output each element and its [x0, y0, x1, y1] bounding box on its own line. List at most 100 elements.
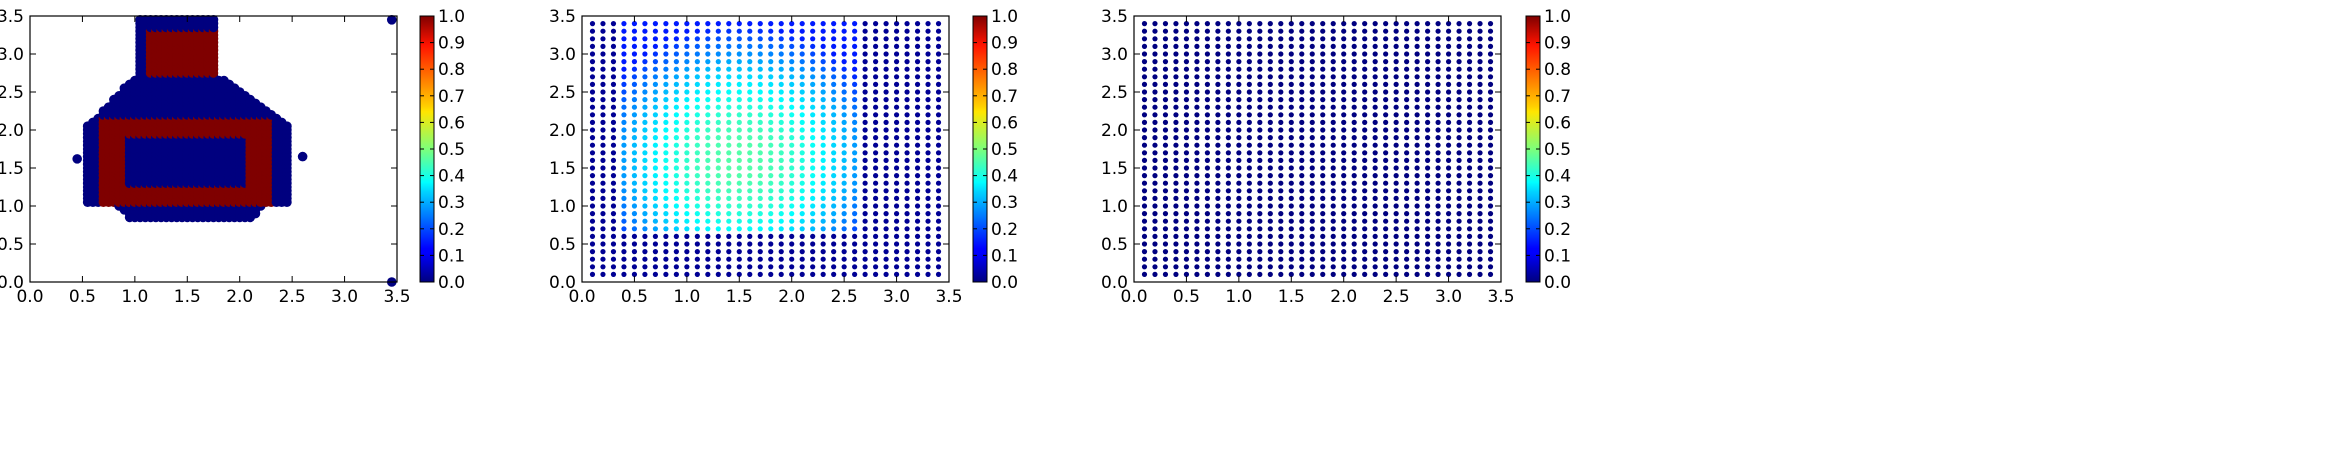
data-point	[1456, 112, 1462, 118]
data-point	[904, 173, 910, 179]
data-point	[747, 173, 753, 179]
data-point	[1162, 142, 1169, 148]
data-point	[1487, 66, 1494, 72]
data-point	[1204, 271, 1210, 277]
data-point	[600, 203, 606, 209]
data-point	[726, 264, 732, 270]
data-point	[914, 66, 921, 72]
data-point	[1215, 271, 1221, 277]
data-point	[1456, 157, 1462, 163]
data-point	[757, 218, 763, 224]
data-point	[747, 188, 753, 194]
data-point	[893, 104, 900, 110]
data-point	[925, 195, 931, 201]
data-point	[1246, 226, 1252, 232]
data-point	[914, 28, 921, 34]
data-point	[747, 51, 753, 57]
data-point	[1341, 203, 1347, 209]
data-point	[1194, 135, 1200, 141]
data-point	[883, 195, 889, 201]
data-point	[1309, 256, 1315, 262]
data-point	[831, 135, 837, 141]
data-point	[610, 157, 617, 163]
data-point	[799, 142, 805, 148]
data-point	[1445, 195, 1452, 201]
data-point	[914, 36, 921, 42]
data-point	[925, 233, 931, 239]
data-point	[1445, 97, 1452, 103]
data-point	[1215, 89, 1221, 95]
data-point	[841, 195, 847, 201]
data-point	[1204, 97, 1210, 103]
data-point	[789, 112, 795, 118]
data-point	[1435, 218, 1441, 224]
data-point	[1330, 135, 1336, 141]
data-point	[663, 28, 669, 34]
data-point	[1320, 233, 1326, 239]
data-point	[1477, 180, 1483, 186]
data-point	[1362, 264, 1368, 270]
data-point	[799, 173, 805, 179]
data-point	[1204, 59, 1210, 65]
data-point	[1299, 264, 1305, 270]
data-point	[1236, 135, 1242, 141]
data-point	[1341, 218, 1347, 224]
data-point	[610, 81, 617, 87]
data-point	[925, 150, 931, 156]
data-point	[1173, 135, 1179, 141]
data-point	[1183, 195, 1190, 201]
data-point	[914, 271, 921, 277]
data-point	[768, 28, 774, 34]
data-point	[1267, 157, 1273, 163]
data-point	[873, 97, 879, 103]
data-point	[726, 173, 732, 179]
data-point	[1341, 188, 1347, 194]
data-point	[1173, 226, 1179, 232]
data-point	[883, 241, 889, 247]
data-point	[610, 135, 617, 141]
data-point	[736, 66, 742, 72]
data-point	[1204, 21, 1210, 27]
data-point	[726, 233, 732, 239]
data-point	[736, 226, 742, 232]
data-point	[1288, 104, 1294, 110]
data-point	[1267, 264, 1273, 270]
data-point	[684, 249, 690, 255]
data-point	[631, 218, 638, 224]
data-point	[663, 218, 669, 224]
data-point	[1466, 271, 1473, 277]
data-point	[1456, 59, 1462, 65]
data-point	[1267, 165, 1273, 171]
data-point	[810, 211, 816, 217]
data-point	[1194, 43, 1200, 50]
data-point	[1215, 180, 1221, 186]
data-point	[1225, 112, 1231, 118]
y-tick-label: 2.0	[549, 121, 576, 141]
data-point	[1267, 241, 1273, 247]
data-point	[1309, 112, 1315, 118]
data-point	[715, 127, 721, 133]
data-point	[1152, 59, 1158, 65]
data-point	[1162, 28, 1169, 34]
colorbar-tick-label: 0.9	[991, 34, 1018, 54]
data-point	[925, 97, 931, 103]
data-point	[673, 119, 679, 125]
data-point	[1414, 271, 1420, 277]
data-point	[820, 180, 826, 186]
data-point	[799, 112, 805, 118]
data-point	[914, 81, 921, 87]
data-point	[652, 211, 659, 217]
data-point	[1204, 188, 1210, 194]
data-point	[1487, 81, 1494, 87]
data-point	[1362, 150, 1368, 156]
data-point	[1393, 233, 1399, 239]
data-point	[1204, 180, 1210, 186]
data-point	[820, 89, 826, 95]
data-point	[610, 249, 617, 255]
data-point	[778, 142, 784, 148]
data-point	[631, 74, 638, 80]
data-point	[893, 203, 900, 209]
data-point	[1152, 173, 1158, 179]
data-point	[1487, 157, 1494, 163]
data-point	[1435, 59, 1441, 65]
